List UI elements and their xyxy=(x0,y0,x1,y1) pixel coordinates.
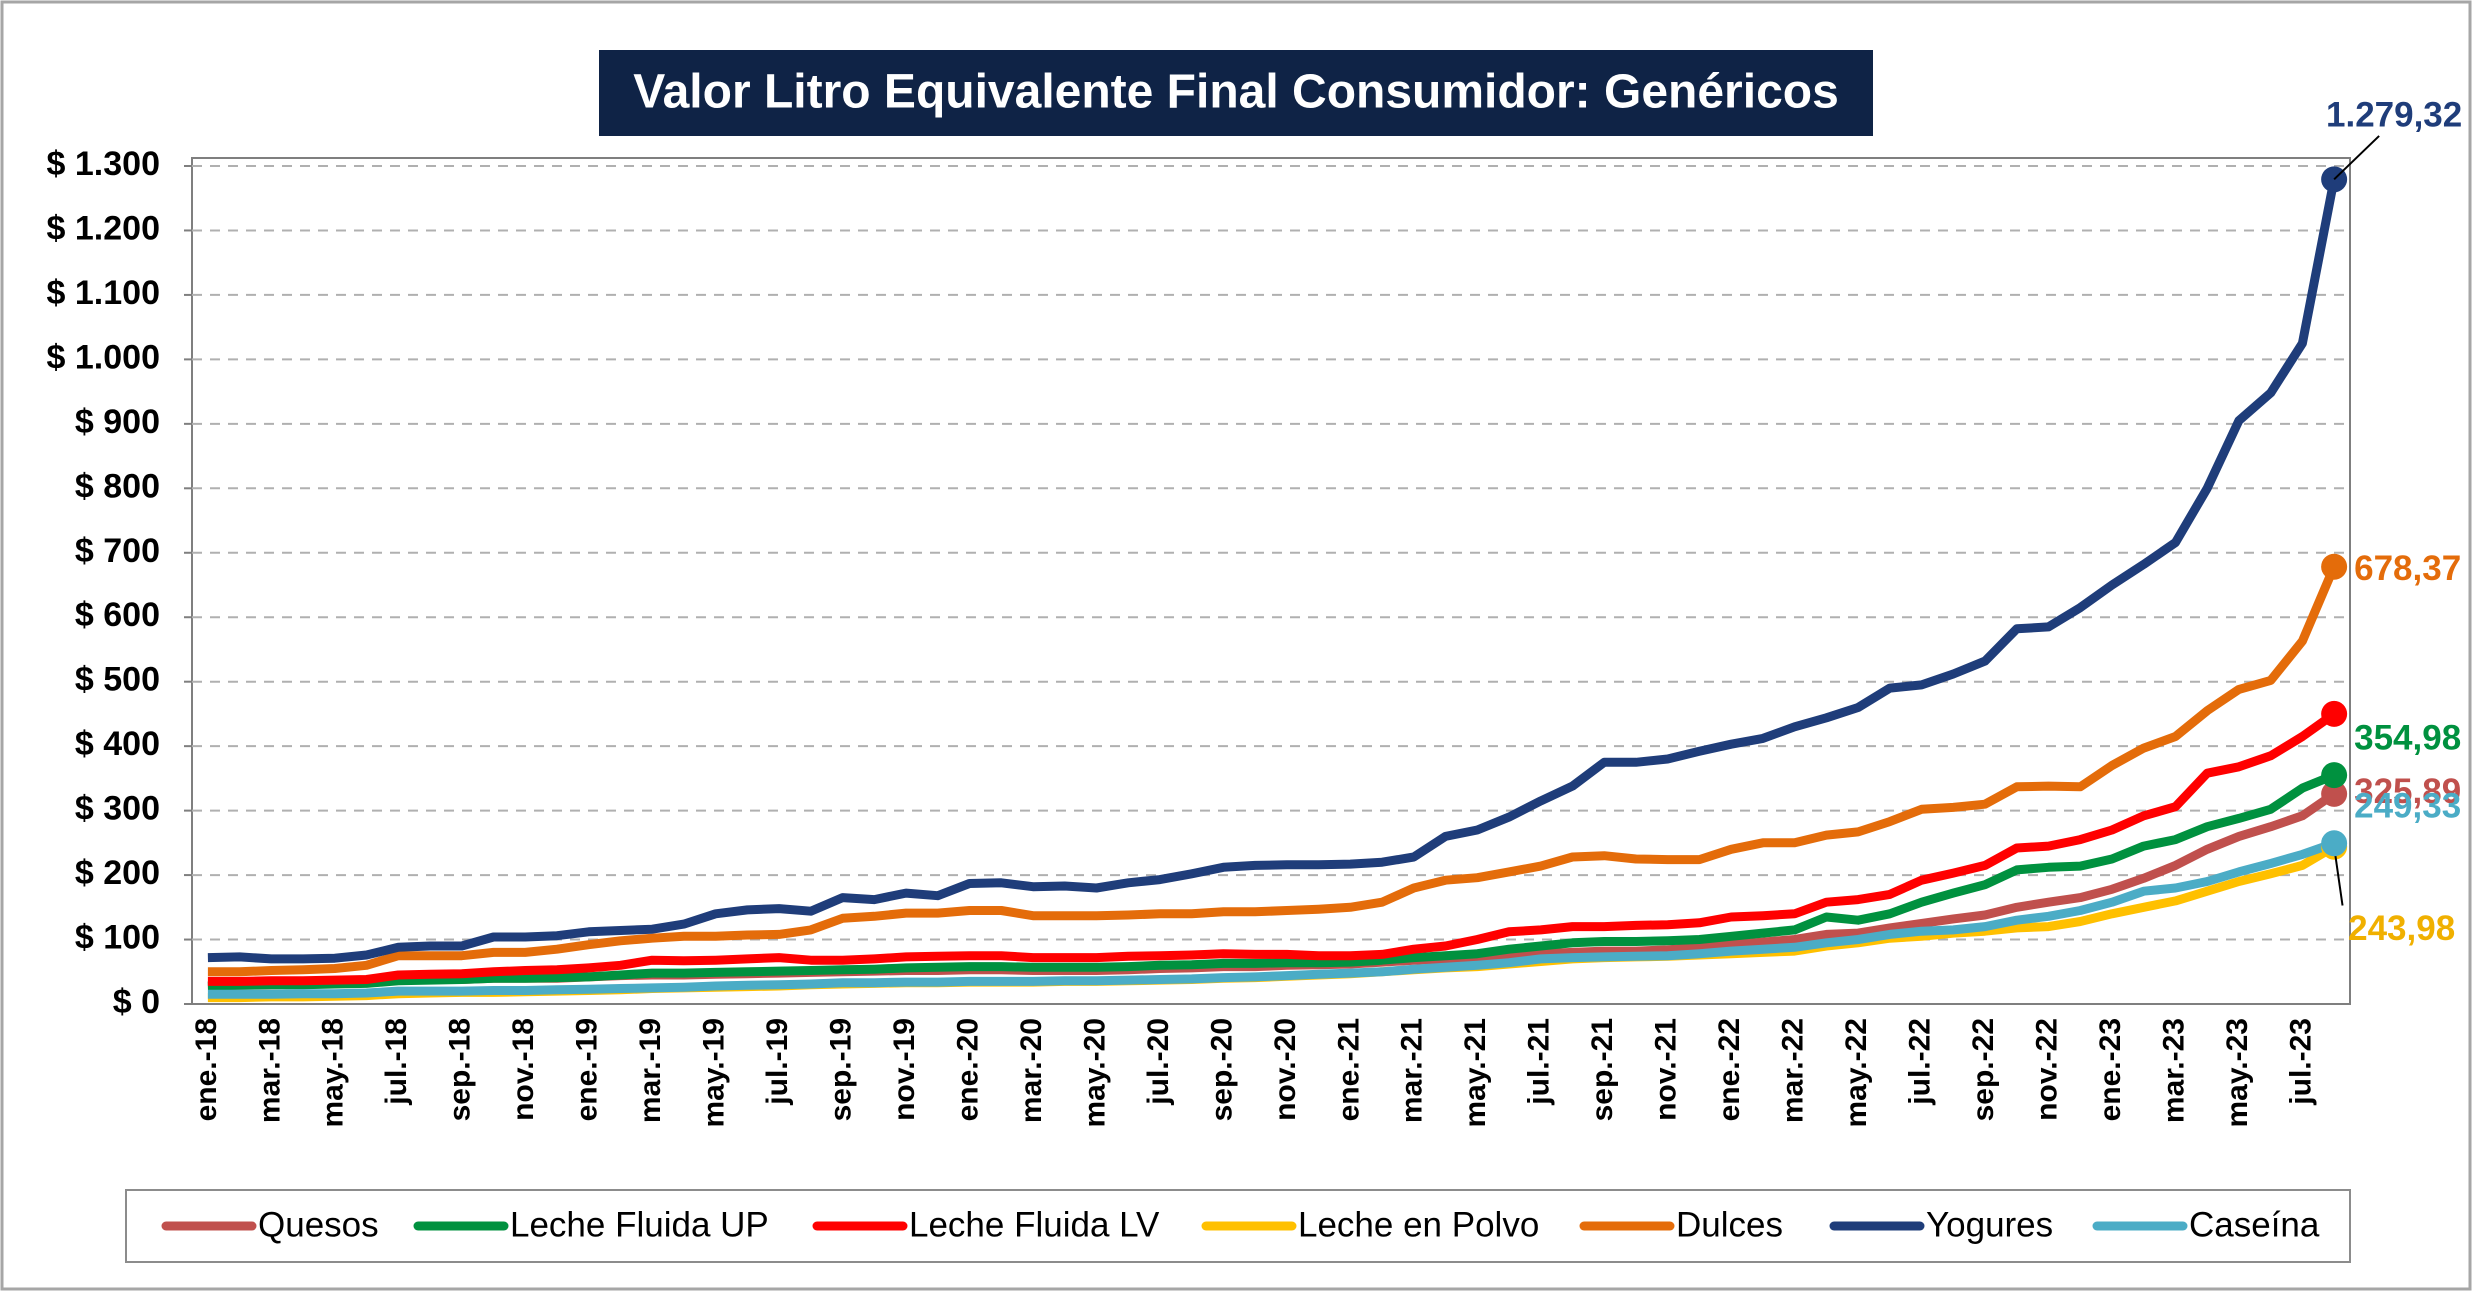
legend-label: Leche Fluida UP xyxy=(510,1205,769,1244)
x-tick-label: sep.-18 xyxy=(444,1018,477,1121)
x-tick-label: jul.-21 xyxy=(1523,1018,1556,1106)
value-label: 325,89 xyxy=(2354,772,2461,811)
end-point xyxy=(2321,780,2348,807)
value-label: 354,98 xyxy=(2354,718,2461,757)
value-label: 678,37 xyxy=(2354,549,2461,588)
y-tick-label: $ 200 xyxy=(75,854,160,892)
y-tick-label: $ 600 xyxy=(75,596,160,634)
x-tick-label: mar.-20 xyxy=(1015,1018,1048,1123)
series-line xyxy=(207,710,2337,986)
y-tick-label: $ 300 xyxy=(75,790,160,828)
x-tick-label: nov.-20 xyxy=(1269,1018,1302,1121)
end-point xyxy=(2321,553,2348,580)
x-tick-label: nov.-22 xyxy=(2030,1018,2063,1121)
x-tick-label: ene.-21 xyxy=(1332,1018,1365,1121)
x-tick-label: mar.-21 xyxy=(1396,1018,1429,1123)
x-tick-label: may.-21 xyxy=(1459,1018,1492,1128)
y-tick-label: $ 900 xyxy=(75,403,160,441)
value-label: 1.279,32 xyxy=(2326,96,2462,135)
x-tick-label: mar.-23 xyxy=(2157,1018,2190,1123)
x-tick-label: ene.-19 xyxy=(571,1018,604,1121)
x-tick-label: jul.-18 xyxy=(380,1018,413,1106)
y-tick-label: $ 1.100 xyxy=(47,274,160,312)
x-tick-label: nov.-19 xyxy=(888,1018,921,1121)
x-tick-label: jul.-22 xyxy=(1903,1018,1936,1106)
y-tick-label: $ 700 xyxy=(75,532,160,570)
x-tick-label: may.-20 xyxy=(1078,1018,1111,1128)
y-tick-label: $ 500 xyxy=(75,661,160,699)
leader-line xyxy=(2333,846,2344,906)
x-tick-label: may.-19 xyxy=(698,1018,731,1128)
y-tick-label: $ 400 xyxy=(75,725,160,763)
x-tick-label: sep.-19 xyxy=(824,1018,857,1121)
x-tick-label: sep.-21 xyxy=(1586,1018,1619,1121)
x-tick-label: mar.-18 xyxy=(253,1018,286,1123)
title-box xyxy=(599,50,1873,136)
chart-title: Valor Litro Equivalente Final Consumidor… xyxy=(633,66,1839,119)
legend-label: Quesos xyxy=(258,1205,379,1244)
x-tick-label: sep.-20 xyxy=(1205,1018,1238,1121)
y-tick-label: $ 1.000 xyxy=(47,338,160,376)
x-tick-label: nov.-21 xyxy=(1650,1018,1683,1121)
series-line xyxy=(207,839,2336,999)
end-point xyxy=(2321,830,2348,857)
x-tick-label: ene.-20 xyxy=(951,1018,984,1121)
legend-label: Dulces xyxy=(1676,1205,1783,1244)
end-point xyxy=(2321,762,2348,789)
x-tick-label: ene.-22 xyxy=(1713,1018,1746,1121)
series-line xyxy=(207,178,2339,964)
series-line xyxy=(207,564,2339,977)
end-point xyxy=(2321,700,2348,727)
legend-label: Leche en Polvo xyxy=(1298,1205,1539,1244)
x-tick-label: sep.-22 xyxy=(1967,1018,2000,1121)
y-tick-label: $ 800 xyxy=(75,467,160,505)
x-tick-label: jul.-19 xyxy=(761,1018,794,1106)
x-tick-label: may.-22 xyxy=(1840,1018,1873,1128)
legend-label: Leche Fluida LV xyxy=(909,1205,1160,1244)
x-tick-label: ene.-23 xyxy=(2094,1018,2127,1121)
y-tick-label: $ 0 xyxy=(113,983,160,1021)
x-tick-label: may.-18 xyxy=(317,1018,350,1128)
series-line xyxy=(207,771,2336,991)
x-tick-label: jul.-23 xyxy=(2284,1018,2317,1106)
x-tick-label: jul.-20 xyxy=(1142,1018,1175,1106)
value-label: 243,98 xyxy=(2348,909,2455,948)
x-tick-label: mar.-22 xyxy=(1777,1018,1810,1123)
x-tick-label: mar.-19 xyxy=(634,1018,667,1123)
x-tick-label: ene.-18 xyxy=(190,1018,223,1121)
plot-area xyxy=(191,157,2351,1005)
x-tick-label: may.-23 xyxy=(2221,1018,2254,1128)
x-tick-label: nov.-18 xyxy=(507,1018,540,1121)
leader-line xyxy=(2333,135,2380,181)
value-label: 249,33 xyxy=(2354,787,2461,826)
y-tick-label: $ 100 xyxy=(75,919,160,957)
legend-label: Caseína xyxy=(2189,1205,2320,1244)
legend-label: Yogures xyxy=(1926,1205,2053,1244)
y-tick-label: $ 1.300 xyxy=(47,145,160,183)
y-tick-label: $ 1.200 xyxy=(47,209,160,247)
